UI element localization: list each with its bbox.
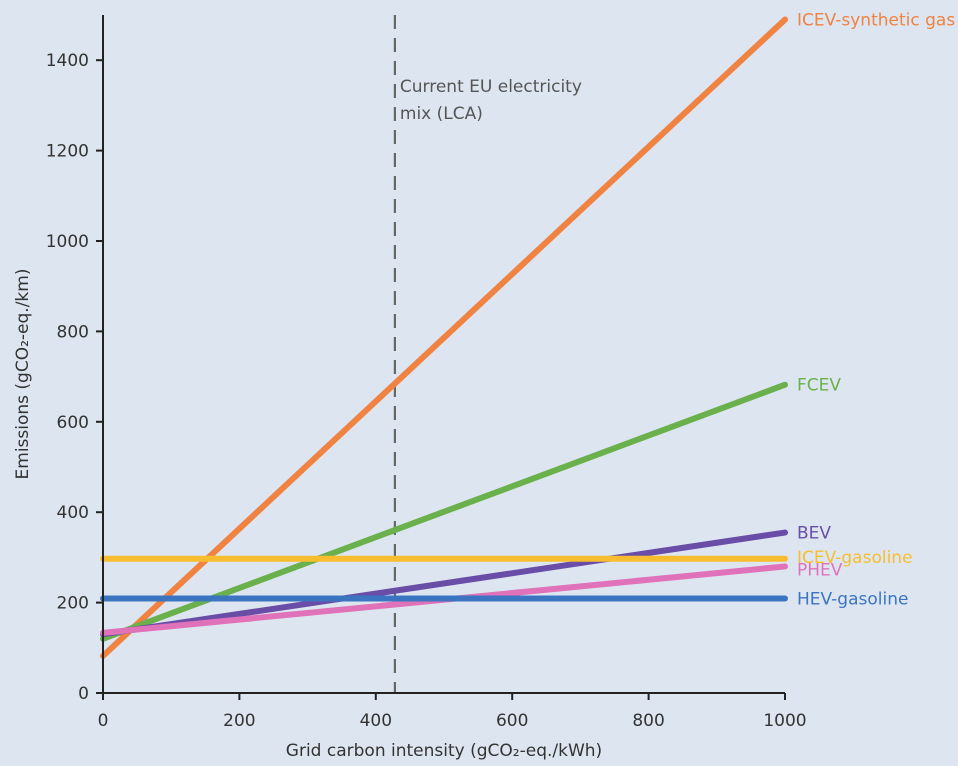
series-labels: ICEV-synthetic gas FCEV BEV ICEV-gasolinePH… bbox=[797, 11, 955, 610]
y-tick-label: 800 bbox=[57, 322, 89, 342]
series-label-5: HEV-gasoline bbox=[797, 590, 908, 610]
x-tick-label: 0 bbox=[98, 711, 109, 731]
y-tick-label: 200 bbox=[57, 594, 89, 614]
y-tick-label: 1000 bbox=[46, 232, 89, 252]
x-tick-label: 400 bbox=[360, 711, 392, 731]
x-tick-label: 200 bbox=[223, 711, 255, 731]
x-tick-label: 600 bbox=[496, 711, 528, 731]
x-tick-label: 800 bbox=[632, 711, 664, 731]
series-label-2: BEV bbox=[797, 524, 831, 544]
reference-label-line-2: mix (LCA) bbox=[400, 104, 483, 124]
reference-line-group: Current EU electricity mix (LCA) bbox=[393, 15, 582, 693]
reference-label-line-1: Current EU electricity bbox=[400, 77, 582, 97]
series-line-2 bbox=[100, 529, 788, 638]
y-axis-label: Emissions (gCO₂-eq./km) bbox=[13, 269, 33, 480]
series-label-1: FCEV bbox=[797, 376, 841, 396]
y-tick-label: 1200 bbox=[46, 142, 89, 162]
y-axis-ticks: 0 200 400 600 800 1000 1200 1400 bbox=[46, 51, 103, 704]
x-axis-label: Grid carbon intensity (gCO₂-eq./kWh) bbox=[286, 741, 602, 761]
series-label-3: ICEV-gasoline bbox=[797, 548, 913, 568]
y-tick-label: 400 bbox=[57, 503, 89, 523]
x-axis-ticks: 0 200 400 600 800 1000 bbox=[98, 693, 807, 731]
y-tick-label: 1400 bbox=[46, 51, 89, 71]
series-label-4: PHEV bbox=[797, 560, 843, 580]
x-tick-label: 1000 bbox=[763, 711, 806, 731]
axes bbox=[102, 15, 785, 694]
y-tick-label: 600 bbox=[57, 413, 89, 433]
y-tick-label: 0 bbox=[78, 684, 89, 704]
series-label-0: ICEV-synthetic gas bbox=[797, 11, 955, 31]
series-line-0 bbox=[100, 16, 788, 659]
series-lines bbox=[100, 16, 788, 659]
